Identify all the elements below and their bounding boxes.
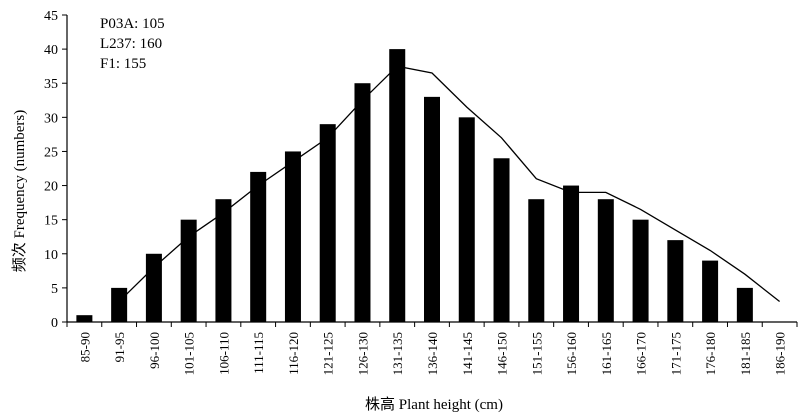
bars bbox=[76, 49, 753, 323]
bar-171-175 bbox=[667, 240, 684, 322]
y-tick-label: 25 bbox=[44, 145, 58, 160]
y-tick-label: 0 bbox=[51, 316, 58, 331]
x-tick-label: 181-185 bbox=[738, 332, 753, 375]
y-axis-label: 频次 Frequency (numbers) bbox=[11, 110, 28, 272]
x-tick-label: 91-95 bbox=[112, 332, 127, 362]
y-tick-label: 10 bbox=[44, 248, 58, 263]
bar-151-155 bbox=[528, 199, 545, 322]
x-tick-labels: 85-90 91-95 96-100 101-105 106-110 111-115 116… bbox=[77, 332, 787, 375]
x-tick-label: 171-175 bbox=[668, 332, 683, 375]
y-tick-label: 35 bbox=[44, 77, 58, 92]
x-tick-label: 146-150 bbox=[495, 332, 510, 375]
x-tick-label: 186-190 bbox=[773, 332, 788, 375]
x-tick-label: 176-180 bbox=[703, 332, 718, 375]
bar-176-180 bbox=[702, 260, 719, 322]
bar-85-90 bbox=[76, 315, 93, 322]
x-tick-label: 166-170 bbox=[634, 332, 649, 375]
bar-181-185 bbox=[736, 287, 753, 322]
y-ticks: 0 5 10 15 20 25 30 35 40 45 bbox=[44, 9, 67, 331]
trend-line bbox=[118, 65, 781, 303]
x-tick-label: 126-130 bbox=[355, 332, 370, 375]
y-tick-label: 20 bbox=[44, 180, 58, 195]
x-tick-label: 161-165 bbox=[599, 332, 614, 375]
y-tick-label: 15 bbox=[44, 214, 58, 229]
bar-101-105 bbox=[180, 219, 197, 322]
annotation-0: P03A: 105 bbox=[100, 16, 165, 32]
x-tick-label: 111-115 bbox=[251, 332, 266, 374]
x-tick-label: 96-100 bbox=[147, 332, 162, 369]
y-tick-label: 40 bbox=[44, 43, 58, 58]
bar-131-135 bbox=[389, 49, 406, 322]
annotation-2: F1: 155 bbox=[100, 56, 146, 72]
bar-121-125 bbox=[319, 124, 336, 323]
bar-111-115 bbox=[250, 171, 267, 322]
x-tick-label: 106-110 bbox=[216, 332, 231, 375]
bar-136-140 bbox=[424, 96, 440, 322]
bar-141-145 bbox=[458, 117, 475, 322]
y-tick-label: 30 bbox=[44, 111, 58, 126]
bar-106-110 bbox=[215, 199, 232, 322]
x-tick-label: 121-125 bbox=[321, 332, 336, 375]
x-tick-label: 85-90 bbox=[77, 332, 92, 362]
x-tick-label: 116-120 bbox=[286, 332, 301, 375]
x-tick-label: 131-135 bbox=[390, 332, 405, 375]
x-tick-label: 101-105 bbox=[182, 332, 197, 375]
bar-116-120 bbox=[284, 151, 301, 322]
y-tick-label: 45 bbox=[44, 9, 58, 24]
annotations: P03A: 105 L237: 160 F1: 155 bbox=[100, 16, 165, 72]
bar-161-165 bbox=[597, 199, 614, 322]
bar-146-150 bbox=[493, 158, 510, 322]
bar-96-100 bbox=[145, 253, 162, 322]
annotation-1: L237: 160 bbox=[100, 36, 162, 52]
x-axis-label: 株高 Plant height (cm) bbox=[365, 396, 503, 413]
bar-91-95 bbox=[111, 287, 128, 322]
x-tick-label: 151-155 bbox=[529, 332, 544, 375]
bar-166-170 bbox=[632, 219, 649, 322]
bar-126-130 bbox=[354, 83, 371, 322]
x-tick-label: 136-140 bbox=[425, 332, 440, 375]
x-tick-label: 156-160 bbox=[564, 332, 579, 375]
bar-156-160 bbox=[563, 185, 580, 322]
x-tick-label: 141-145 bbox=[460, 332, 475, 375]
y-tick-label: 5 bbox=[51, 282, 58, 297]
